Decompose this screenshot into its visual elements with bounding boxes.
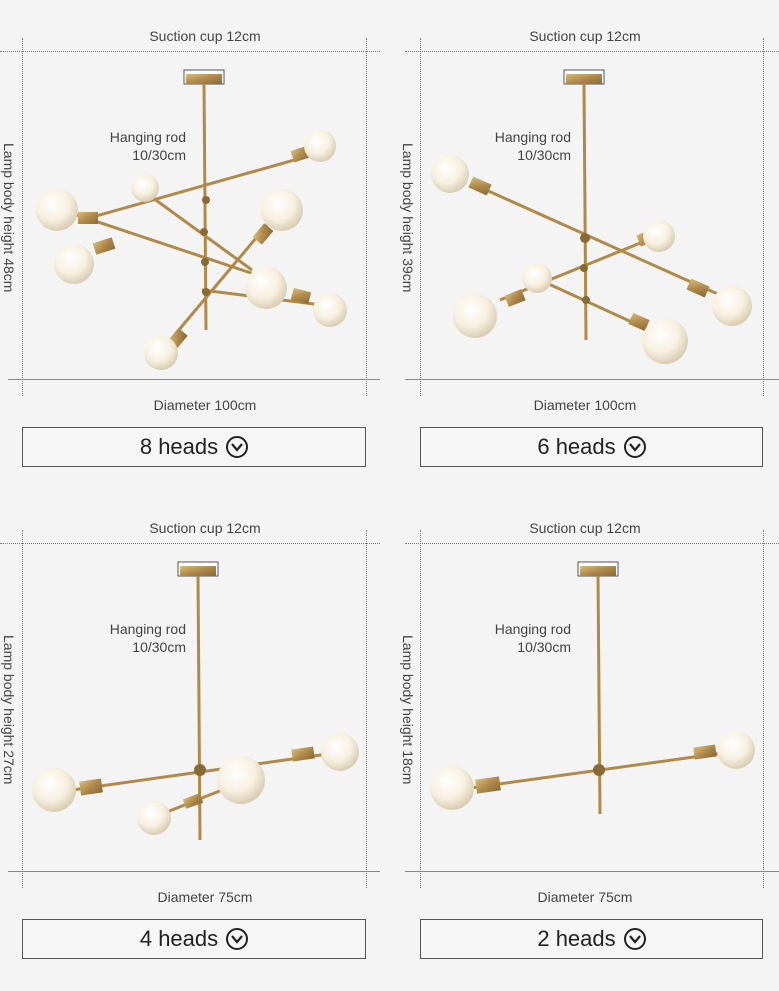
suction-cup-label: Suction cup 12cm [529, 28, 641, 44]
bottom-dimension-line [405, 871, 779, 872]
top-dimension-line [405, 51, 779, 52]
left-dimension-line [22, 38, 23, 396]
variant-panel-6-heads: Suction cup 12cm Lamp body height 39cm H… [399, 0, 779, 470]
heads-count-label: 2 heads [537, 926, 616, 951]
right-dimension-line [366, 530, 367, 888]
heads-count-label: 8 heads [139, 434, 219, 459]
suction-cup-label: Suction cup 12cm [149, 28, 261, 44]
diameter-label: Diameter 100cm [533, 397, 637, 413]
right-dimension-line [763, 38, 764, 396]
right-dimension-line [366, 38, 367, 396]
variant-panel-2-heads: Suction cup 12cm Lamp body height 18cm H… [399, 492, 779, 962]
chandelier-4-heads-image [32, 561, 359, 841]
bottom-dimension-line [405, 379, 779, 380]
left-dimension-line [420, 38, 421, 396]
top-dimension-line [0, 51, 380, 52]
suction-cup-label: Suction cup 12cm [529, 520, 641, 536]
chevron-down-circle-icon [226, 928, 249, 950]
left-dimension-line [22, 530, 23, 888]
diameter-label: Diameter 75cm [157, 889, 253, 905]
chevron-down-circle-icon [623, 436, 646, 458]
lamp-height-label: Lamp body height 39cm [400, 143, 416, 293]
lamp-height-label: Lamp body height 27cm [1, 635, 17, 785]
hanging-rod-label: Hanging rod 10/30cm [109, 129, 186, 163]
diameter-label: Diameter 75cm [537, 889, 633, 905]
chevron-down-circle-icon [623, 928, 646, 950]
suction-cup-label: Suction cup 12cm [149, 520, 261, 536]
hanging-rod-label: Hanging rod 10/30cm [109, 621, 186, 655]
top-dimension-line [0, 543, 380, 544]
right-dimension-line [763, 530, 764, 888]
chevron-down-circle-icon [226, 436, 249, 458]
chandelier-8-heads-image [36, 69, 347, 370]
chandelier-6-heads-image [431, 69, 752, 364]
bottom-dimension-line [8, 871, 380, 872]
hanging-rod-label: Hanging rod 10/30cm [494, 129, 571, 163]
hanging-rod-label: Hanging rod 10/30cm [494, 621, 571, 655]
select-4-heads-button[interactable]: 4 heads [22, 919, 366, 959]
top-dimension-line [405, 543, 779, 544]
chandelier-2-heads-image [430, 561, 755, 815]
select-2-heads-button[interactable]: 2 heads [420, 919, 763, 959]
lamp-height-label: Lamp body height 48cm [1, 143, 17, 293]
left-dimension-line [420, 530, 421, 888]
variant-panel-8-heads: Suction cup 12cm Lamp body height 48cm H… [0, 0, 380, 470]
select-8-heads-button[interactable]: 8 heads [22, 427, 366, 467]
heads-count-label: 4 heads [139, 926, 219, 951]
lamp-height-label: Lamp body height 18cm [400, 635, 416, 785]
heads-count-label: 6 heads [537, 434, 616, 459]
bottom-dimension-line [8, 379, 380, 380]
diameter-label: Diameter 100cm [153, 397, 257, 413]
select-6-heads-button[interactable]: 6 heads [420, 427, 763, 467]
variant-panel-4-heads: Suction cup 12cm Lamp body height 27cm H… [0, 492, 380, 962]
